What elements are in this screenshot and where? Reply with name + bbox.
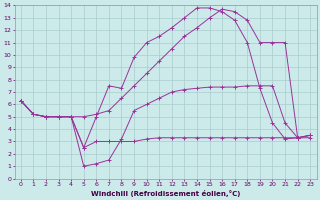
X-axis label: Windchill (Refroidissement éolien,°C): Windchill (Refroidissement éolien,°C) [91, 190, 240, 197]
